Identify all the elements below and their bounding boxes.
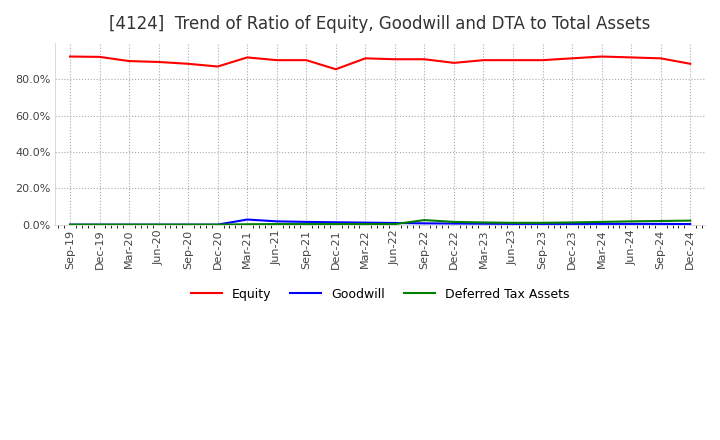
Goodwill bbox=[449, 221, 458, 226]
Line: Equity: Equity bbox=[70, 56, 690, 69]
Goodwill bbox=[539, 221, 547, 227]
Equity bbox=[598, 54, 606, 59]
Equity bbox=[95, 54, 104, 59]
Equity bbox=[272, 58, 281, 63]
Deferred Tax Assets bbox=[66, 222, 74, 227]
Equity bbox=[509, 58, 518, 63]
Equity bbox=[657, 56, 665, 61]
Deferred Tax Assets bbox=[331, 221, 340, 227]
Goodwill bbox=[509, 221, 518, 227]
Goodwill bbox=[598, 221, 606, 227]
Equity bbox=[331, 66, 340, 72]
Deferred Tax Assets bbox=[243, 222, 251, 227]
Equity bbox=[213, 64, 222, 69]
Goodwill bbox=[420, 221, 428, 226]
Equity bbox=[125, 59, 133, 64]
Goodwill bbox=[627, 221, 636, 227]
Equity bbox=[480, 58, 488, 63]
Goodwill bbox=[243, 217, 251, 222]
Goodwill bbox=[686, 221, 695, 227]
Goodwill bbox=[331, 220, 340, 225]
Deferred Tax Assets bbox=[302, 221, 310, 227]
Deferred Tax Assets bbox=[125, 222, 133, 227]
Deferred Tax Assets bbox=[420, 217, 428, 223]
Legend: Equity, Goodwill, Deferred Tax Assets: Equity, Goodwill, Deferred Tax Assets bbox=[186, 282, 575, 306]
Deferred Tax Assets bbox=[390, 221, 399, 227]
Goodwill bbox=[657, 221, 665, 227]
Equity bbox=[627, 55, 636, 60]
Deferred Tax Assets bbox=[361, 221, 369, 227]
Equity bbox=[568, 56, 577, 61]
Equity bbox=[686, 61, 695, 66]
Goodwill bbox=[480, 221, 488, 226]
Equity bbox=[420, 57, 428, 62]
Equity bbox=[154, 59, 163, 65]
Equity bbox=[184, 61, 192, 66]
Goodwill bbox=[272, 219, 281, 224]
Line: Goodwill: Goodwill bbox=[70, 220, 690, 225]
Deferred Tax Assets bbox=[272, 221, 281, 227]
Deferred Tax Assets bbox=[657, 218, 665, 224]
Deferred Tax Assets bbox=[213, 222, 222, 227]
Deferred Tax Assets bbox=[568, 220, 577, 225]
Goodwill bbox=[125, 222, 133, 227]
Deferred Tax Assets bbox=[509, 220, 518, 225]
Goodwill bbox=[95, 222, 104, 227]
Equity bbox=[539, 58, 547, 63]
Equity bbox=[66, 54, 74, 59]
Deferred Tax Assets bbox=[184, 222, 192, 227]
Goodwill bbox=[66, 222, 74, 227]
Deferred Tax Assets bbox=[627, 219, 636, 224]
Equity bbox=[390, 57, 399, 62]
Deferred Tax Assets bbox=[154, 222, 163, 227]
Deferred Tax Assets bbox=[686, 218, 695, 223]
Equity bbox=[243, 55, 251, 60]
Goodwill bbox=[213, 222, 222, 227]
Goodwill bbox=[154, 222, 163, 227]
Deferred Tax Assets bbox=[480, 220, 488, 225]
Line: Deferred Tax Assets: Deferred Tax Assets bbox=[70, 220, 690, 225]
Equity bbox=[361, 56, 369, 61]
Equity bbox=[449, 60, 458, 66]
Goodwill bbox=[361, 220, 369, 225]
Title: [4124]  Trend of Ratio of Equity, Goodwill and DTA to Total Assets: [4124] Trend of Ratio of Equity, Goodwil… bbox=[109, 15, 651, 33]
Deferred Tax Assets bbox=[95, 222, 104, 227]
Goodwill bbox=[568, 221, 577, 227]
Deferred Tax Assets bbox=[449, 219, 458, 224]
Deferred Tax Assets bbox=[598, 219, 606, 224]
Goodwill bbox=[302, 219, 310, 224]
Goodwill bbox=[390, 220, 399, 226]
Deferred Tax Assets bbox=[539, 220, 547, 225]
Goodwill bbox=[184, 222, 192, 227]
Equity bbox=[302, 58, 310, 63]
